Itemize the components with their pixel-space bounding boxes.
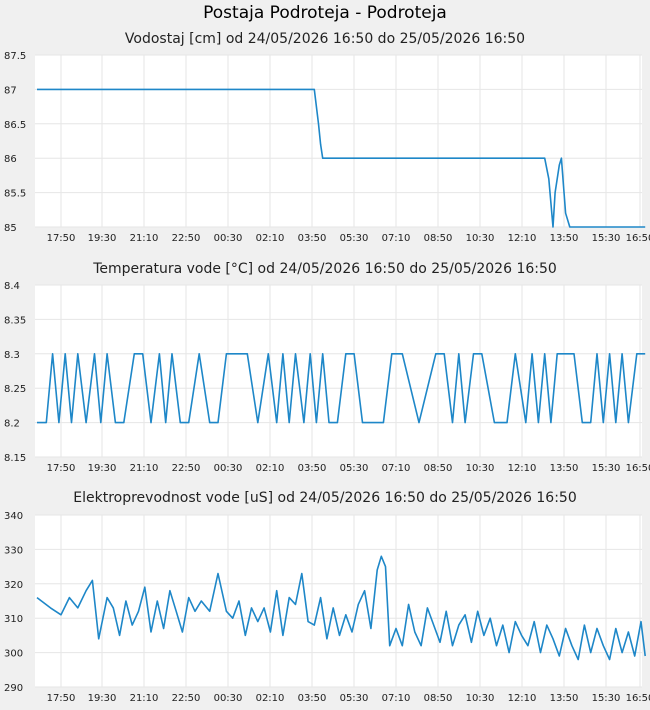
x-tick-label: 03:50 bbox=[298, 463, 327, 474]
y-tick-label: 86.5 bbox=[4, 120, 26, 131]
x-tick-label: 07:10 bbox=[382, 693, 411, 704]
y-tick-label: 8.35 bbox=[4, 315, 26, 326]
y-tick-label: 340 bbox=[4, 511, 23, 522]
x-tick-label: 21:10 bbox=[130, 693, 159, 704]
y-tick-label: 290 bbox=[4, 683, 23, 694]
x-tick-label: 00:30 bbox=[214, 693, 243, 704]
y-tick-label: 320 bbox=[4, 580, 23, 591]
x-tick-label: 10:30 bbox=[466, 233, 495, 244]
x-tick-label: 12:10 bbox=[508, 693, 537, 704]
x-tick-label: 08:50 bbox=[424, 693, 453, 704]
y-tick-label: 86 bbox=[4, 154, 17, 165]
x-tick-label: 03:50 bbox=[298, 693, 327, 704]
x-tick-label: 07:10 bbox=[382, 233, 411, 244]
chart-title-conductivity: Elektroprevodnost vode [uS] od 24/05/202… bbox=[73, 490, 577, 506]
x-tick-label: 17:50 bbox=[47, 233, 76, 244]
x-tick-label: 21:10 bbox=[130, 233, 159, 244]
x-tick-label: 19:30 bbox=[88, 693, 117, 704]
x-tick-label: 02:10 bbox=[256, 233, 285, 244]
plot-area-conductivity bbox=[35, 515, 642, 687]
plot-area-water-level bbox=[35, 55, 642, 227]
x-tick-label: 16:50 bbox=[626, 463, 650, 474]
x-tick-label: 10:30 bbox=[466, 693, 495, 704]
x-tick-label: 15:30 bbox=[592, 463, 621, 474]
y-tick-label: 310 bbox=[4, 614, 23, 625]
y-tick-label: 87.5 bbox=[4, 51, 26, 62]
chart-title-water-level: Vodostaj [cm] od 24/05/2026 16:50 do 25/… bbox=[124, 31, 526, 47]
x-tick-label: 08:50 bbox=[424, 233, 453, 244]
x-tick-label: 02:10 bbox=[256, 463, 285, 474]
y-tick-label: 8.15 bbox=[4, 453, 26, 464]
x-tick-label: 05:30 bbox=[340, 463, 369, 474]
x-tick-label: 22:50 bbox=[172, 463, 201, 474]
x-tick-label: 13:50 bbox=[550, 463, 579, 474]
x-tick-label: 19:30 bbox=[88, 463, 117, 474]
y-tick-label: 8.25 bbox=[4, 384, 26, 395]
series-line-conductivity bbox=[36, 555, 646, 661]
x-tick-label: 07:10 bbox=[382, 463, 411, 474]
y-tick-label: 8.3 bbox=[4, 350, 20, 361]
x-tick-label: 15:30 bbox=[592, 693, 621, 704]
x-tick-label: 03:50 bbox=[298, 233, 327, 244]
x-tick-label: 17:50 bbox=[47, 693, 76, 704]
x-tick-label: 22:50 bbox=[172, 693, 201, 704]
x-tick-label: 16:50 bbox=[626, 693, 650, 704]
x-tick-label: 15:30 bbox=[592, 233, 621, 244]
x-tick-label: 13:50 bbox=[550, 693, 579, 704]
x-tick-label: 05:30 bbox=[340, 693, 369, 704]
x-tick-label: 10:30 bbox=[466, 463, 495, 474]
x-tick-label: 08:50 bbox=[424, 463, 453, 474]
x-tick-label: 00:30 bbox=[214, 233, 243, 244]
x-tick-label: 17:50 bbox=[47, 463, 76, 474]
y-tick-label: 330 bbox=[4, 545, 23, 556]
x-tick-label: 12:10 bbox=[508, 233, 537, 244]
x-tick-label: 13:50 bbox=[550, 233, 579, 244]
y-tick-label: 8.4 bbox=[4, 281, 20, 292]
y-tick-label: 8.2 bbox=[4, 419, 20, 430]
y-tick-label: 85 bbox=[4, 223, 17, 234]
x-tick-label: 00:30 bbox=[214, 463, 243, 474]
x-tick-label: 22:50 bbox=[172, 233, 201, 244]
x-tick-label: 05:30 bbox=[340, 233, 369, 244]
series-line-water-temperature bbox=[37, 352, 646, 424]
series-line-water-level bbox=[37, 88, 646, 228]
x-tick-label: 02:10 bbox=[256, 693, 285, 704]
y-tick-label: 300 bbox=[4, 649, 23, 660]
x-tick-label: 21:10 bbox=[130, 463, 159, 474]
y-tick-label: 87 bbox=[4, 85, 17, 96]
plot-area-water-temperature bbox=[35, 285, 642, 457]
page-title: Postaja Podroteja - Podroteja bbox=[203, 3, 447, 23]
chart-title-water-temperature: Temperatura vode [°C] od 24/05/2026 16:5… bbox=[93, 261, 557, 277]
x-tick-label: 16:50 bbox=[626, 233, 650, 244]
y-tick-label: 85.5 bbox=[4, 189, 26, 200]
x-tick-label: 19:30 bbox=[88, 233, 117, 244]
x-tick-label: 12:10 bbox=[508, 463, 537, 474]
